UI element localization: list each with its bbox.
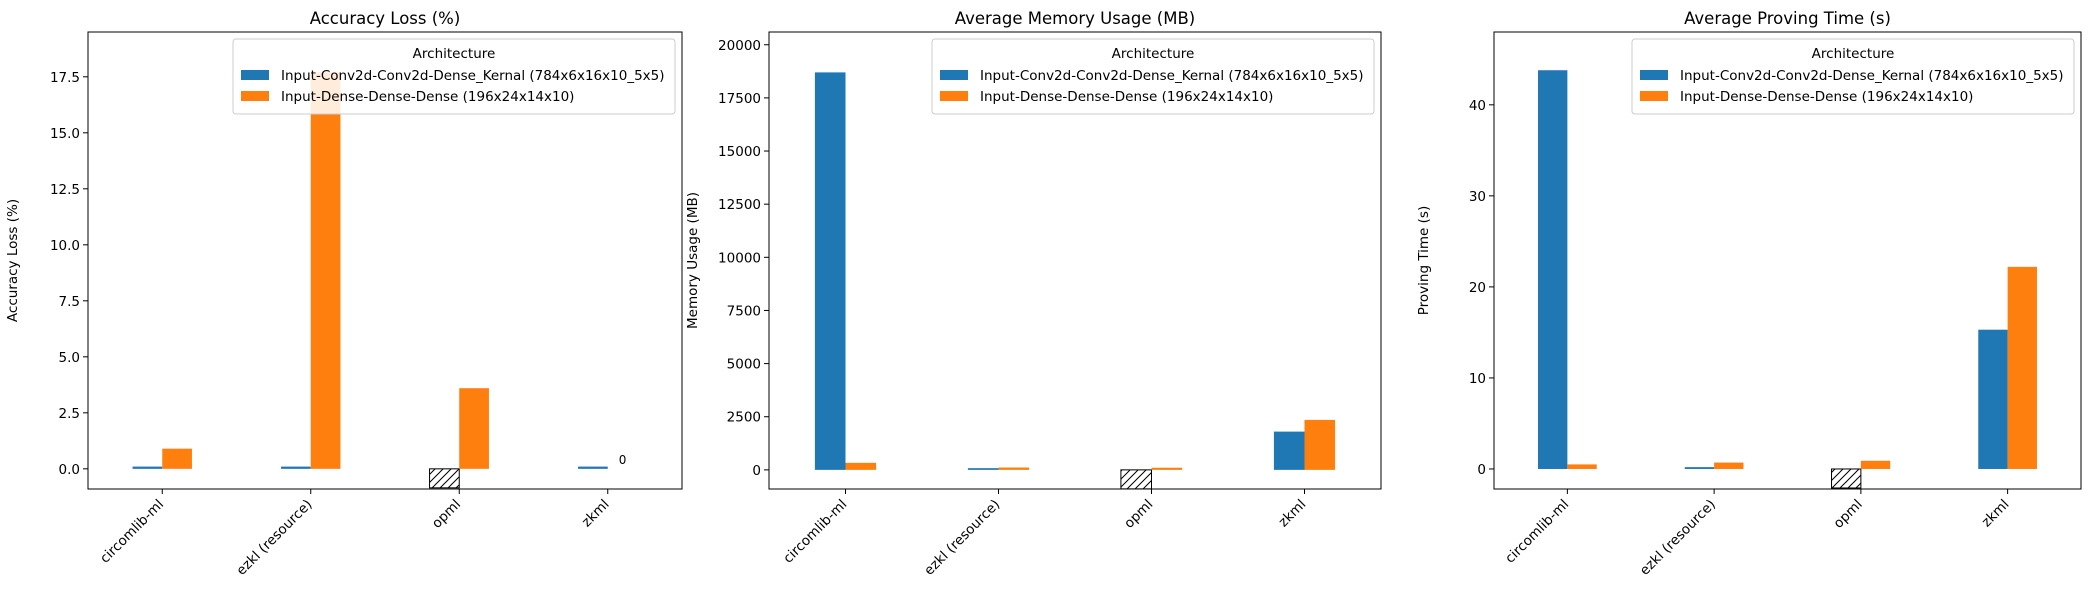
y-axis-label: Memory Usage (MB) bbox=[685, 192, 701, 329]
bar-1-zkml bbox=[1304, 419, 1336, 470]
x-tick-label: ezkl (resource) bbox=[921, 497, 1003, 579]
chart-title: Accuracy Loss (%) bbox=[310, 9, 461, 28]
legend-entry-1: Input-Dense-Dense-Dense (196x24x14x10) bbox=[1680, 89, 1973, 105]
y-tick-label: 0.0 bbox=[59, 462, 80, 478]
bar-1-circomlib-ml bbox=[845, 462, 877, 470]
y-tick-label: 0 bbox=[1477, 462, 1486, 478]
x-tick-label: circomlib-ml bbox=[1502, 497, 1572, 567]
x-tick-label: ezkl (resource) bbox=[1637, 497, 1719, 579]
chart-panel-2: 0 10 20 30 40 circomlib-ml ezkl (resource) opml… bbox=[1416, 9, 2082, 579]
axes-frame bbox=[768, 31, 1382, 490]
axes-frame bbox=[87, 31, 683, 490]
bar-0-ezkl-resource- bbox=[1684, 467, 1715, 469]
legend-entry-0: Input-Conv2d-Conv2d-Dense_Kernal (784x6x… bbox=[1680, 68, 2064, 84]
legend-box bbox=[1631, 38, 2075, 115]
bar-0-ezkl-resource- bbox=[967, 468, 999, 470]
legend: Architecture Input-Conv2d-Conv2d-Dense_Ke… bbox=[232, 38, 676, 115]
x-tick-label: opml bbox=[429, 497, 464, 532]
x-tick-label: zkml bbox=[1979, 497, 2013, 531]
x-tick-label: opml bbox=[1121, 497, 1156, 532]
y-tick-label: 12500 bbox=[718, 197, 761, 213]
axes-frame bbox=[1493, 31, 2082, 490]
legend-entry-0: Input-Conv2d-Conv2d-Dense_Kernal (784x6x… bbox=[980, 68, 1364, 84]
bar-1-circomlib-ml bbox=[162, 448, 192, 469]
bar-1-ezkl-resource- bbox=[998, 467, 1030, 470]
y-tick-label: 15000 bbox=[718, 144, 761, 160]
legend-box bbox=[232, 38, 676, 115]
y-tick-label: 2500 bbox=[727, 410, 761, 426]
y-axis-label: Proving Time (s) bbox=[1416, 206, 1432, 315]
legend-entry-1: Input-Dense-Dense-Dense (196x24x14x10) bbox=[281, 89, 574, 105]
chart-panel-0: 0 0.0 2.5 5.0 7.5 10.0 12.5 15.0 17.5 circomlib-m… bbox=[5, 9, 683, 579]
bar-0-zkml bbox=[1978, 329, 2008, 469]
bar-1-zkml bbox=[2007, 266, 2037, 469]
x-tick-label: zkml bbox=[1276, 497, 1310, 531]
legend-swatch-0 bbox=[940, 70, 968, 80]
bar-0-circomlib-ml bbox=[814, 72, 846, 470]
y-tick-label: 10 bbox=[1469, 371, 1486, 387]
y-tick-label: 0 bbox=[752, 463, 761, 479]
x-tick-label: circomlib-ml bbox=[780, 497, 850, 567]
x-tick-label: circomlib-ml bbox=[97, 497, 167, 567]
y-tick-label: 20 bbox=[1469, 280, 1486, 296]
legend-swatch-1 bbox=[1640, 91, 1668, 101]
y-tick-label: 17.5 bbox=[50, 70, 80, 86]
chart-title: Average Proving Time (s) bbox=[1684, 9, 1891, 28]
x-tick-label: ezkl (resource) bbox=[233, 497, 315, 579]
bar-1-circomlib-ml bbox=[1567, 464, 1597, 469]
y-axis-label: Accuracy Loss (%) bbox=[5, 199, 21, 322]
legend-entry-0: Input-Conv2d-Conv2d-Dense_Kernal (784x6x… bbox=[281, 68, 665, 84]
y-tick-label: 10000 bbox=[718, 250, 761, 266]
bar-1-ezkl-resource- bbox=[310, 72, 341, 469]
legend-box bbox=[931, 38, 1375, 115]
y-tick-label: 12.5 bbox=[50, 182, 80, 198]
bar-1-opml bbox=[459, 388, 489, 469]
bar-1-opml bbox=[1860, 460, 1891, 469]
missing-bar-opml bbox=[1831, 468, 1862, 489]
legend-swatch-0 bbox=[241, 70, 269, 80]
legend-title: Architecture bbox=[1812, 46, 1895, 62]
bar-0-zkml bbox=[578, 466, 608, 469]
bar-0-ezkl-resource- bbox=[281, 466, 311, 469]
legend-entry-1: Input-Dense-Dense-Dense (196x24x14x10) bbox=[980, 89, 1273, 105]
bar-1-ezkl-resource- bbox=[1714, 462, 1744, 469]
y-tick-label: 7.5 bbox=[59, 294, 80, 310]
legend-title: Architecture bbox=[1112, 46, 1195, 62]
legend-swatch-1 bbox=[940, 91, 968, 101]
y-tick-label: 5000 bbox=[727, 357, 761, 373]
missing-bar-opml bbox=[429, 468, 460, 489]
y-tick-label: 5.0 bbox=[59, 350, 80, 366]
legend-swatch-0 bbox=[1640, 70, 1668, 80]
y-tick-label: 7500 bbox=[727, 303, 761, 319]
x-tick-label: zkml bbox=[579, 497, 613, 531]
missing-bar-opml bbox=[1120, 469, 1153, 490]
y-tick-label: 10.0 bbox=[50, 238, 80, 254]
legend: Architecture Input-Conv2d-Conv2d-Dense_Ke… bbox=[931, 38, 1375, 115]
legend-title: Architecture bbox=[413, 46, 496, 62]
y-tick-label: 15.0 bbox=[50, 126, 80, 142]
chart-panel-1: 0 2500 5000 7500 10000 12500 15000 17500 20000 ci… bbox=[685, 9, 1382, 579]
y-tick-label: 2.5 bbox=[59, 406, 80, 422]
bar-0-zkml bbox=[1273, 431, 1305, 470]
x-tick-label: opml bbox=[1831, 497, 1866, 532]
y-tick-label: 40 bbox=[1469, 98, 1486, 114]
y-tick-label: 20000 bbox=[718, 38, 761, 54]
y-tick-label: 17500 bbox=[718, 91, 761, 107]
bar-0-circomlib-ml bbox=[132, 466, 163, 469]
bar-0-circomlib-ml bbox=[1538, 70, 1568, 469]
bar-1-opml bbox=[1151, 467, 1183, 470]
chart-title: Average Memory Usage (MB) bbox=[955, 9, 1195, 28]
legend: Architecture Input-Conv2d-Conv2d-Dense_Ke… bbox=[1631, 38, 2075, 115]
legend-swatch-1 bbox=[241, 91, 269, 101]
y-tick-label: 30 bbox=[1469, 189, 1486, 205]
annotation-label: 0 bbox=[619, 453, 627, 467]
